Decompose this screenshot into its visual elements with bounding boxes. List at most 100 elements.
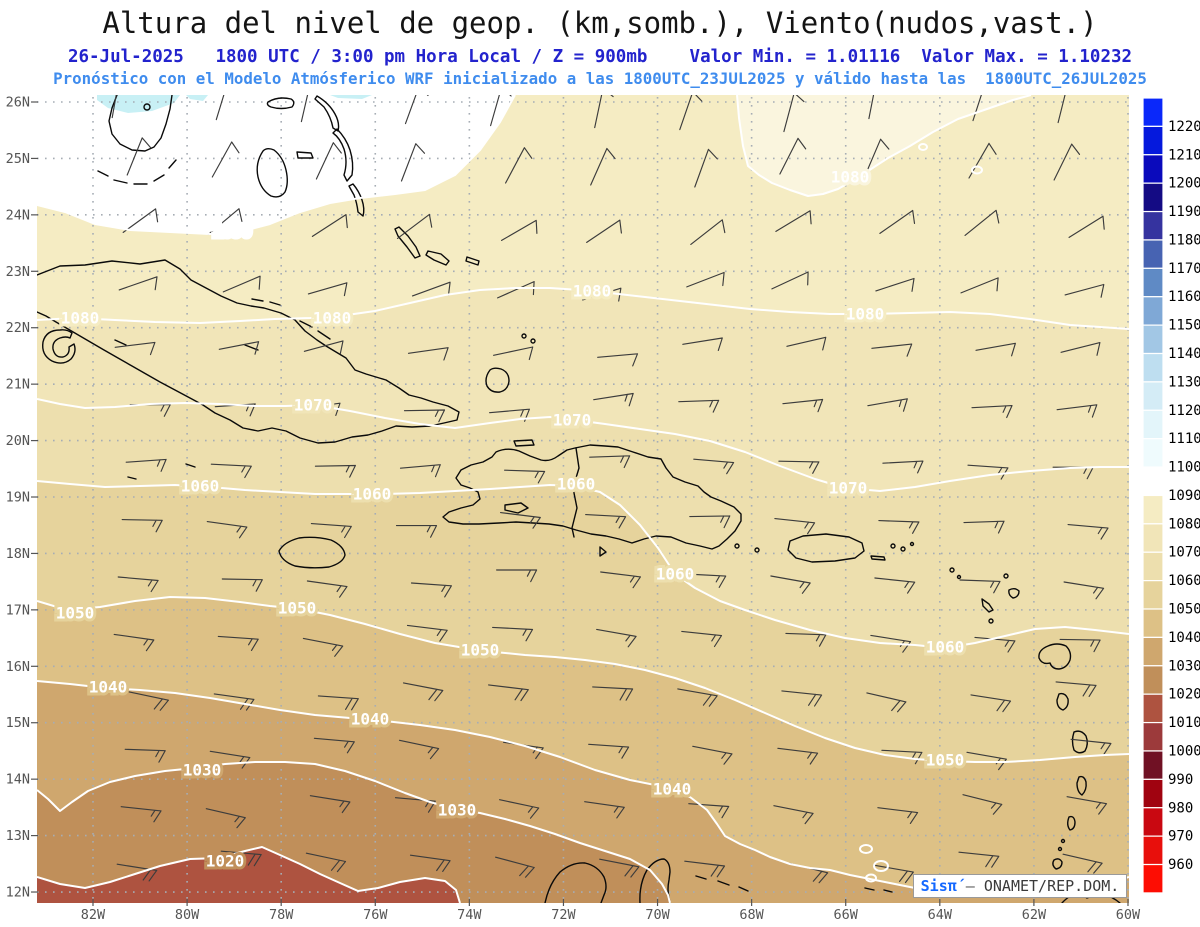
lat-label-16N: 16N: [6, 659, 30, 675]
colorbar-cell: [1142, 807, 1164, 837]
colorbar-cell: [1142, 125, 1164, 156]
colorbar-label-1070: 1070: [1168, 545, 1200, 561]
chart-subtitle-model: Pronóstico con el Modelo Atmósferico WRF…: [53, 69, 1147, 88]
wind-barb: [501, 219, 538, 241]
colorbar-label-1050: 1050: [1168, 602, 1200, 618]
coast-cuban-cays: [114, 298, 331, 351]
wind-barb: [128, 691, 169, 711]
contour-label-1060: 1060: [181, 477, 220, 496]
wind-barb: [210, 463, 252, 479]
wind-barb: [975, 342, 1016, 357]
colorbar-cell: [1142, 296, 1164, 326]
colorbar-labels: 1220 1210 1200 1190 1180 1170 1160 1150 1140 1130…: [1168, 119, 1200, 873]
wind-barb: [1059, 638, 1101, 653]
colorbar-label-1160: 1160: [1168, 289, 1200, 305]
lat-label-13N: 13N: [6, 828, 30, 844]
coast-long-island: [394, 226, 421, 259]
wind-barb: [206, 521, 248, 539]
colorbar-cell: [1142, 721, 1164, 752]
contour-line-1090: [37, 95, 516, 235]
coast-islet: [890, 543, 896, 549]
colorbar-label-1130: 1130: [1168, 374, 1200, 390]
contour-label-1060: 1060: [656, 565, 695, 584]
wind-barb: [686, 271, 725, 288]
wind-barb: [959, 579, 1001, 594]
wind-barb: [314, 464, 356, 478]
wind-barb: [1056, 404, 1098, 418]
contour-label-1070: 1070: [553, 411, 592, 430]
colorbar-cell: [1142, 438, 1164, 468]
wind-barb: [873, 864, 914, 884]
colorbar: 1220 1210 1200 1190 1180 1170 1160 1150 1140 1130…: [1142, 97, 1200, 894]
lon-label-62W: 62W: [1022, 907, 1047, 923]
coast-islet: [988, 618, 994, 624]
contour-line-1060: [37, 480, 1129, 649]
wind-barb: [403, 409, 446, 423]
contour-label-1050: 1050: [56, 604, 95, 623]
wind-barb: [126, 137, 152, 176]
wind-barb: [879, 209, 916, 234]
coast-jamaica: [278, 536, 346, 569]
wind-barb: [592, 686, 634, 701]
wind-barb: [306, 580, 348, 598]
colorbar-label-1060: 1060: [1168, 573, 1200, 589]
lon-label-80W: 80W: [175, 907, 200, 923]
wind-barb: [317, 695, 359, 711]
wind-barb: [684, 860, 726, 878]
lat-label-21N: 21N: [6, 377, 30, 393]
contour-loop: [865, 873, 877, 883]
wind-barb: [120, 806, 162, 823]
coast-guajira-peninsula: [544, 862, 607, 903]
lon-label-72W: 72W: [551, 907, 576, 923]
wind-barb: [586, 219, 622, 243]
credit-org: ONAMET/REP.DOM.: [983, 877, 1120, 895]
contour-label-1030: 1030: [438, 801, 477, 820]
wind-barb: [1053, 143, 1081, 181]
colorbar-label-1210: 1210: [1168, 147, 1200, 163]
colorbar-cell: [1142, 239, 1164, 269]
coast-islet: [734, 543, 740, 549]
colorbar-label-970: 970: [1168, 829, 1193, 845]
coast-abc-islands: [695, 875, 749, 892]
colorbar-label-980: 980: [1168, 800, 1193, 816]
coast-puerto-rico: [787, 533, 865, 563]
wind-barb: [877, 807, 919, 824]
colorbar-cell: [1142, 494, 1164, 525]
wind-barb: [971, 405, 1013, 419]
coast-islet: [949, 567, 955, 573]
colorbar-label-1040: 1040: [1168, 630, 1200, 646]
contour-label-1050: 1050: [278, 599, 317, 618]
wind-barb: [307, 282, 348, 297]
wind-barb: [215, 95, 225, 121]
colorbar-cell: [1142, 409, 1164, 440]
wind-barb: [1067, 524, 1109, 540]
coast-islet: [900, 546, 906, 552]
contour-line-1020: [37, 846, 461, 903]
wind-barb: [1057, 95, 1066, 124]
colorbar-label-1190: 1190: [1168, 204, 1200, 220]
colorbar-label-1110: 1110: [1168, 431, 1200, 447]
coast-islet: [530, 338, 536, 344]
lat-label-24N: 24N: [6, 207, 30, 223]
colorbar-cell: [1142, 523, 1164, 553]
colorbar-label-1020: 1020: [1168, 687, 1200, 703]
contour-label-1060: 1060: [557, 475, 596, 494]
lat-label-23N: 23N: [6, 264, 30, 280]
chart-title: Altura del nivel de geop. (km,somb.), Vi…: [102, 6, 1098, 40]
colorbar-label-1120: 1120: [1168, 403, 1200, 419]
wind-barb: [681, 630, 723, 648]
lon-label-74W: 74W: [457, 907, 482, 923]
wind-barb: [871, 343, 913, 357]
colorbar-label-1090: 1090: [1168, 488, 1200, 504]
wind-barb: [303, 340, 344, 355]
wind-barb: [786, 336, 827, 351]
wind-barb: [311, 214, 348, 237]
band-below-1020: [37, 847, 460, 903]
lat-label-20N: 20N: [6, 433, 30, 449]
coast-gonave: [504, 502, 529, 514]
colorbar-cell: [1142, 182, 1164, 213]
filled-bands: [37, 95, 1129, 903]
wind-barb: [778, 460, 820, 474]
coast-crooked-acklins: [425, 250, 450, 266]
coast-islet: [1003, 573, 1009, 579]
